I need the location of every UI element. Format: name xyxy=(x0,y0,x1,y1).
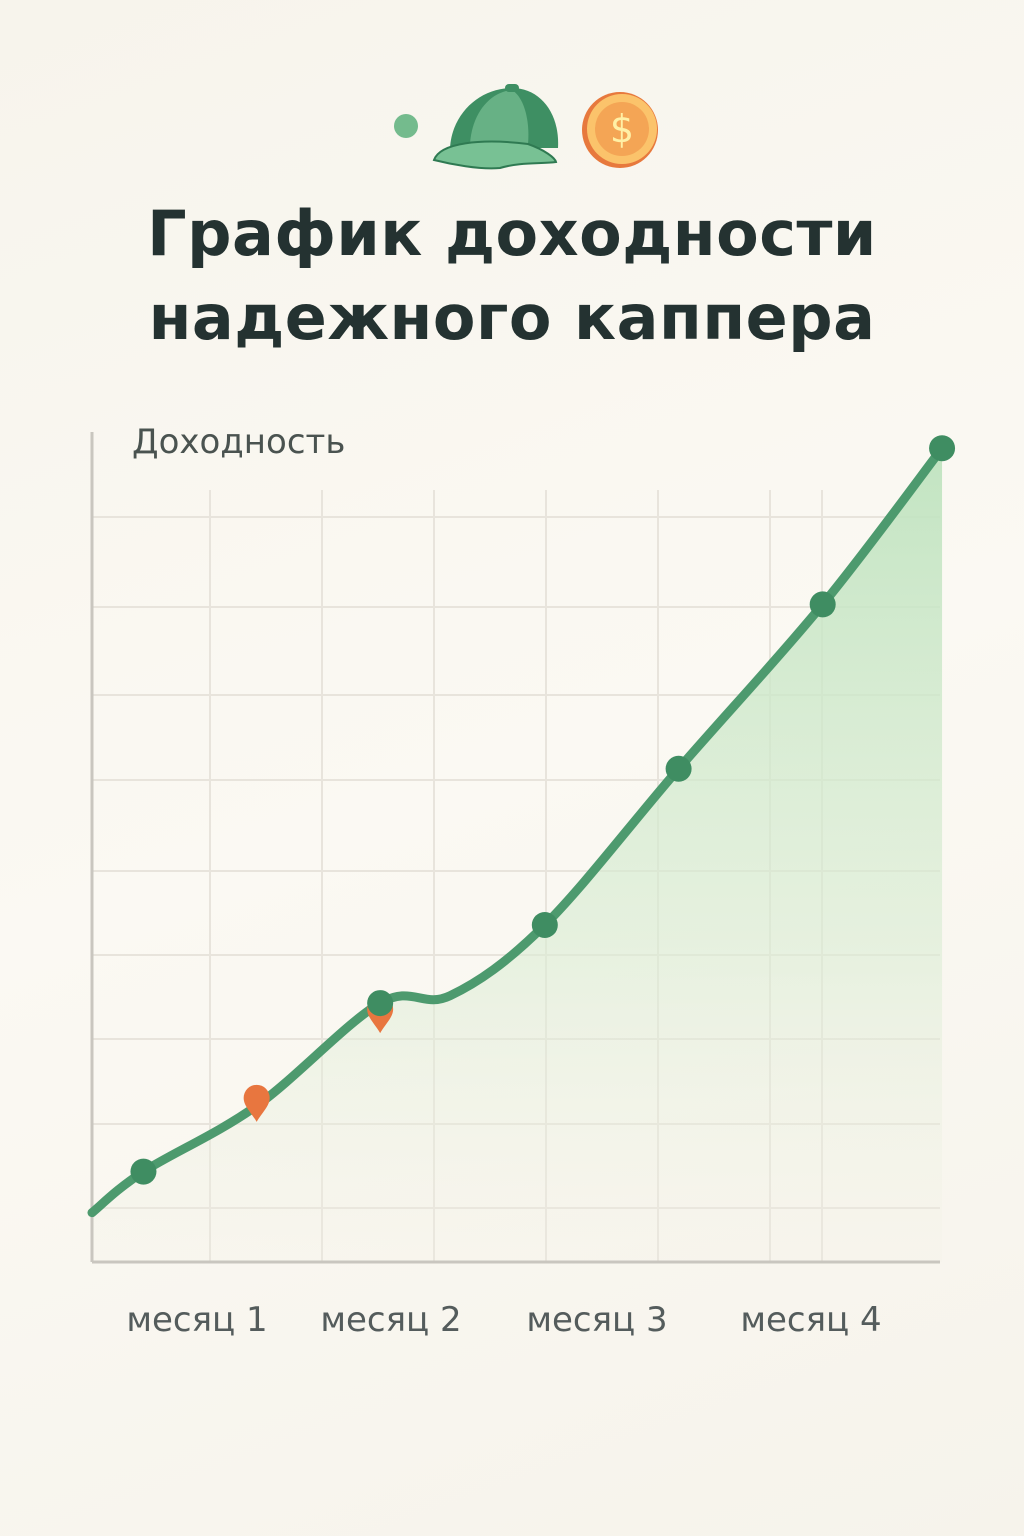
x-tick-label: месяц 1 xyxy=(126,1300,267,1340)
header-icons: $ xyxy=(394,84,658,170)
markers xyxy=(130,435,956,1185)
title-line-2: надежного каппера xyxy=(148,281,876,354)
data-point xyxy=(809,591,836,618)
page-title: График доходности надежного каппера xyxy=(0,192,1024,360)
axes xyxy=(90,432,940,1264)
cap-icon xyxy=(432,84,559,170)
data-point xyxy=(531,911,558,938)
title-line-1: График доходности xyxy=(147,197,877,270)
x-tick-label: месяц 2 xyxy=(320,1300,461,1340)
x-tick-labels: месяц 1 месяц 2 месяц 3 месяц 4 xyxy=(126,1300,881,1340)
dollar-coin-icon: $ xyxy=(582,92,658,168)
data-point xyxy=(665,755,692,782)
dot-icon xyxy=(394,114,418,138)
y-axis-label: Доходность xyxy=(132,422,345,462)
data-point-pin xyxy=(243,1084,270,1122)
svg-text:$: $ xyxy=(610,107,634,151)
x-tick-label: месяц 4 xyxy=(740,1300,881,1340)
area-fill xyxy=(92,448,943,1263)
series-line xyxy=(87,443,947,1218)
data-point xyxy=(367,990,394,1017)
data-point xyxy=(929,435,956,462)
data-point xyxy=(130,1158,157,1185)
x-tick-label: месяц 3 xyxy=(526,1300,667,1340)
